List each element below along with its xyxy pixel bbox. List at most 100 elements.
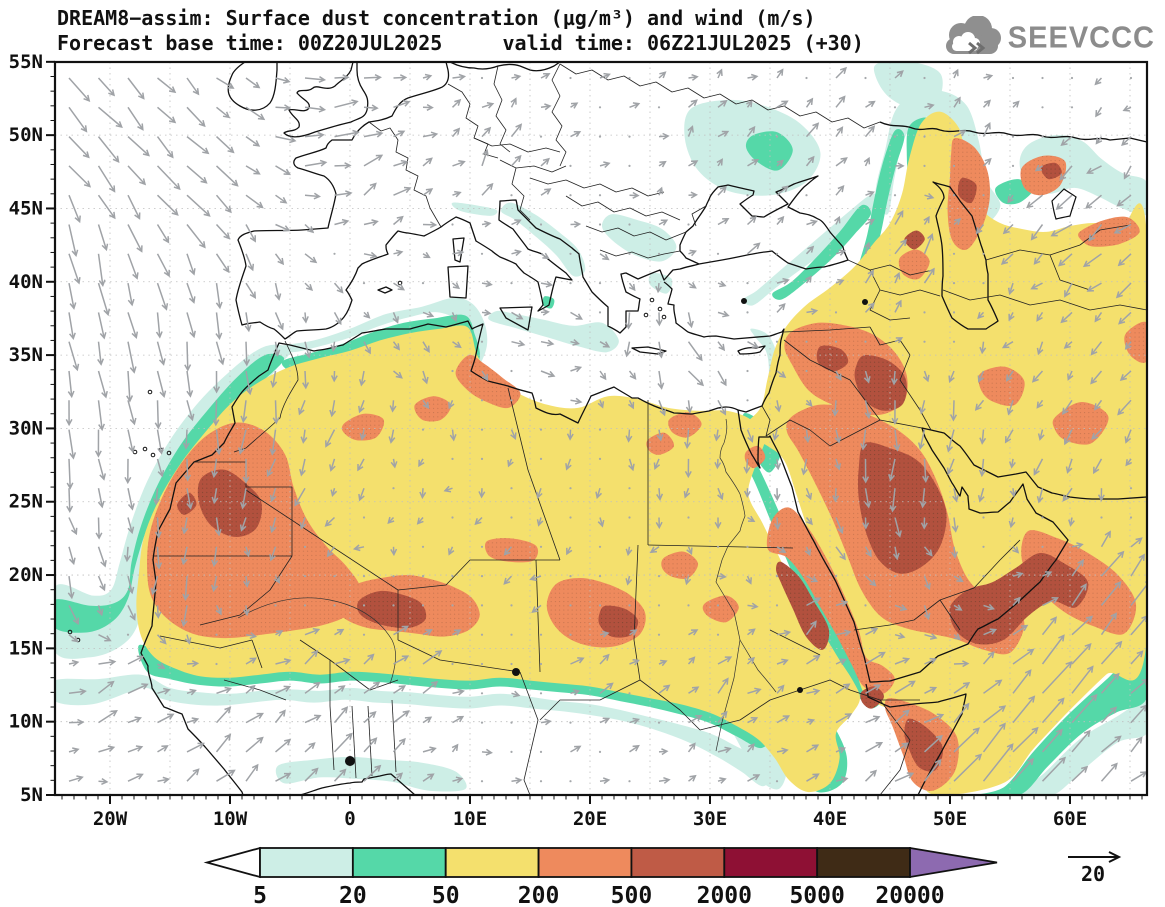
wind-arrow — [393, 100, 411, 109]
weak-wind-dot — [657, 575, 661, 578]
wind-arrow — [452, 776, 464, 784]
wind-arrow — [245, 712, 264, 724]
wind-arrow — [894, 210, 904, 225]
lake — [741, 298, 747, 304]
wind-arrow — [982, 743, 1014, 782]
weak-wind-dot — [775, 252, 779, 255]
wind-arrow — [776, 68, 784, 79]
wind-arrow — [862, 517, 870, 530]
wind-arrow — [358, 370, 366, 387]
wind-arrow — [68, 546, 76, 566]
wind-arrow — [835, 629, 852, 637]
weak-wind-dot — [362, 516, 366, 519]
wind-arrow — [1086, 282, 1102, 292]
island — [166, 450, 172, 456]
lake — [512, 668, 520, 676]
wind-arrow — [422, 188, 434, 196]
wind-arrow — [243, 341, 251, 367]
island — [147, 389, 153, 395]
dust-region-anatolia-arc-green — [772, 204, 871, 300]
wind-arrow — [1071, 559, 1085, 577]
weak-wind-dot — [539, 135, 543, 138]
wind-arrow — [599, 682, 614, 694]
weak-wind-dot — [982, 282, 985, 285]
wind-arrow — [570, 311, 583, 320]
wind-arrow — [363, 737, 378, 753]
dust-concentration-field — [55, 62, 1147, 795]
wind-arrow — [772, 429, 780, 441]
wind-arrow — [894, 517, 902, 538]
wind-arrow — [529, 574, 542, 582]
weak-wind-dot — [893, 106, 897, 109]
wind-arrow — [186, 136, 210, 155]
wind-arrow — [97, 194, 116, 220]
wind-arrow — [1060, 136, 1073, 146]
wind-arrow — [275, 772, 292, 782]
wind-arrow — [300, 429, 308, 444]
wind-arrow — [358, 400, 365, 414]
wind-arrow — [628, 458, 635, 472]
wind-arrow — [1101, 735, 1122, 753]
wind-arrow — [98, 745, 116, 753]
stipple-somalia-core — [904, 718, 944, 772]
wind-arrow — [946, 458, 955, 476]
wind-arrow — [304, 159, 328, 167]
wind-arrow — [1086, 165, 1102, 174]
wind-arrow — [1130, 771, 1147, 782]
wind-arrow — [920, 517, 928, 530]
wind-arrow — [243, 546, 251, 558]
colorbar-right-arrow — [909, 846, 998, 879]
wind-arrow — [688, 191, 698, 199]
wind-arrow — [68, 429, 77, 460]
wind-arrow — [658, 132, 670, 140]
wind-arrow — [923, 575, 931, 591]
wind-arrow — [127, 716, 142, 724]
wind-arrow — [451, 127, 461, 138]
weak-wind-dot — [923, 311, 926, 314]
wind-arrow — [951, 546, 959, 559]
wind-arrow — [215, 282, 223, 310]
wind-arrow — [330, 341, 338, 353]
wind-arrow — [481, 182, 494, 196]
wind-arrow — [156, 136, 174, 159]
wind-arrow — [1094, 77, 1103, 86]
weak-wind-dot — [746, 282, 749, 285]
wind-arrow — [717, 656, 733, 665]
wind-arrow — [688, 249, 697, 257]
wind-arrow — [746, 429, 754, 443]
coastline — [932, 181, 999, 330]
wind-arrow — [717, 399, 727, 416]
wind-arrow — [334, 162, 352, 170]
wind-arrow — [239, 517, 247, 532]
lat-tick-label: 10N — [9, 711, 43, 733]
wind-arrow — [950, 400, 958, 422]
wind-arrow — [127, 194, 141, 220]
wind-arrow — [393, 74, 408, 82]
wind-arrow — [717, 310, 730, 318]
weak-wind-dot — [510, 399, 513, 402]
weak-wind-dot — [775, 604, 779, 607]
country-border — [985, 244, 1081, 261]
wind-arrow — [625, 429, 633, 443]
wind-arrow — [156, 458, 165, 478]
wind-arrow — [570, 102, 579, 109]
wind-arrow — [68, 106, 88, 133]
wind-arrow — [388, 429, 396, 444]
wind-arrow — [510, 154, 522, 167]
country-border — [507, 387, 561, 561]
wind-arrow — [746, 656, 756, 665]
country-border — [473, 137, 561, 153]
wind-arrow — [599, 717, 611, 724]
wind-arrow — [803, 429, 811, 444]
wind-arrow — [860, 429, 868, 451]
weak-wind-dot — [628, 76, 631, 80]
wind-arrow — [570, 339, 580, 346]
weak-wind-dot — [952, 194, 956, 197]
wind-arrow — [1091, 429, 1103, 440]
wind-arrow — [244, 312, 252, 333]
wind-arrow — [503, 575, 513, 585]
wind-arrow — [1008, 517, 1016, 529]
wind-arrow — [127, 773, 144, 782]
wind-arrow — [922, 370, 930, 383]
wind-arrow — [157, 106, 177, 124]
